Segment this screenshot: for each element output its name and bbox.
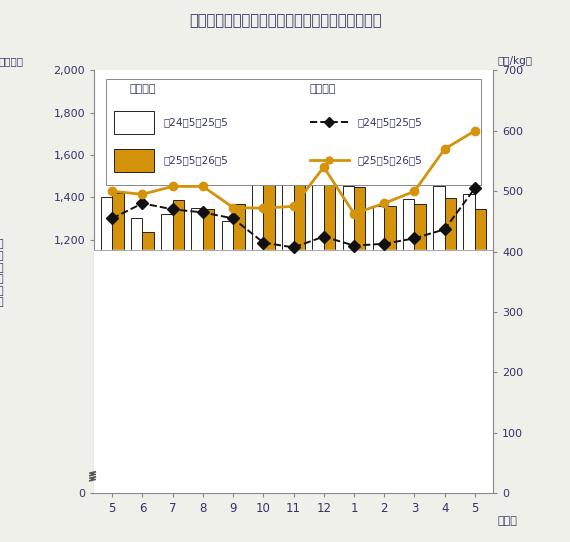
Text: と
畜
頭
数
（
）: と 畜 頭 数 （ ） <box>0 240 3 307</box>
Bar <box>131 218 142 493</box>
Bar <box>263 166 275 493</box>
Bar <box>173 200 184 493</box>
Bar <box>106 79 481 185</box>
Bar <box>94 482 487 493</box>
Bar <box>445 198 456 493</box>
Bar <box>403 199 414 493</box>
Bar <box>222 221 233 493</box>
Bar <box>192 208 203 493</box>
Bar <box>112 193 124 493</box>
Text: 卸売価格: 卸売価格 <box>310 85 336 94</box>
Text: と畜頭数: と畜頭数 <box>130 85 156 94</box>
Bar <box>94 250 487 482</box>
Text: （月）: （月） <box>497 517 517 526</box>
Bar <box>343 186 354 493</box>
Bar <box>373 207 384 493</box>
Bar <box>282 172 294 493</box>
Text: 豚と畜頭数及び卸売価格（省令）の推移（全国）: 豚と畜頭数及び卸売価格（省令）の推移（全国） <box>189 14 381 29</box>
Bar <box>414 204 426 493</box>
Bar <box>161 214 173 493</box>
Bar <box>101 197 112 493</box>
Bar <box>324 164 335 493</box>
Text: 平25．5～26．5: 平25．5～26．5 <box>357 155 422 165</box>
Bar <box>312 172 324 493</box>
Bar <box>252 170 263 493</box>
Text: 平24．5～25．5: 平24．5～25．5 <box>164 117 229 127</box>
Bar <box>475 209 486 493</box>
Bar <box>433 186 445 493</box>
Bar <box>233 204 245 493</box>
Bar <box>354 188 365 493</box>
Bar <box>384 206 396 493</box>
Bar <box>142 231 154 493</box>
Bar <box>114 111 154 134</box>
Bar <box>114 149 154 172</box>
Text: （円/kg）: （円/kg） <box>497 56 532 66</box>
Text: （千頭）: （千頭） <box>0 56 23 66</box>
Bar <box>294 165 305 493</box>
Text: 平24．5～25．5: 平24．5～25．5 <box>357 117 422 127</box>
Text: 平25．5～26．5: 平25．5～26．5 <box>164 155 229 165</box>
Bar <box>203 209 214 493</box>
Bar <box>463 193 475 493</box>
